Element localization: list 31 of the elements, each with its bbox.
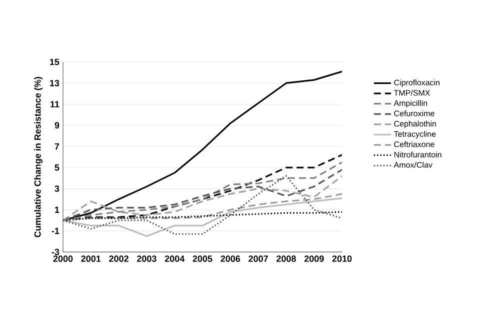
y-tick-label: 15 <box>50 58 60 66</box>
x-tick-label: 2001 <box>81 256 101 262</box>
y-tick-label: 5 <box>54 164 60 171</box>
legend-label: Ciprofloxacin <box>394 79 440 87</box>
x-tick-label: 2002 <box>109 256 128 262</box>
x-tick-label: 2006 <box>220 256 240 262</box>
y-tick-label: 1 <box>55 206 60 213</box>
y-tick-label: -3 <box>52 248 60 256</box>
x-tick-label: 2005 <box>192 256 212 262</box>
legend-label: Amox/Clav <box>394 162 432 168</box>
x-tick-label: 2004 <box>164 256 185 262</box>
legend-label: Cephalothin <box>394 120 436 128</box>
x-tick-label: 2008 <box>276 256 296 262</box>
x-tick-label: 2007 <box>248 256 268 262</box>
x-tick-label: 2000 <box>53 256 73 262</box>
legend-label: Cefuroxime <box>394 110 434 116</box>
legend-label: Ceftriaxone <box>394 141 434 148</box>
legend-label: Nitrofurantoin <box>394 152 442 158</box>
y-tick-label: 13 <box>50 80 60 86</box>
legend-label: Ampicillin <box>394 100 428 108</box>
y-tick-label: 3 <box>54 185 60 192</box>
y-tick-label: 11 <box>50 101 60 108</box>
y-tick-label: 9 <box>54 122 60 129</box>
y-tick-label: 7 <box>54 143 60 150</box>
x-tick-label: 2003 <box>137 256 156 262</box>
x-tick-label: 2009 <box>304 256 324 262</box>
legend-label: TMP/SMX <box>394 90 430 96</box>
legend-label: Tetracycline <box>394 130 436 138</box>
y-tick-label: -1 <box>52 228 60 234</box>
y-axis-title: Cumulative Change in Resistance (%) <box>34 76 43 238</box>
x-tick-label: 2010 <box>332 256 352 262</box>
